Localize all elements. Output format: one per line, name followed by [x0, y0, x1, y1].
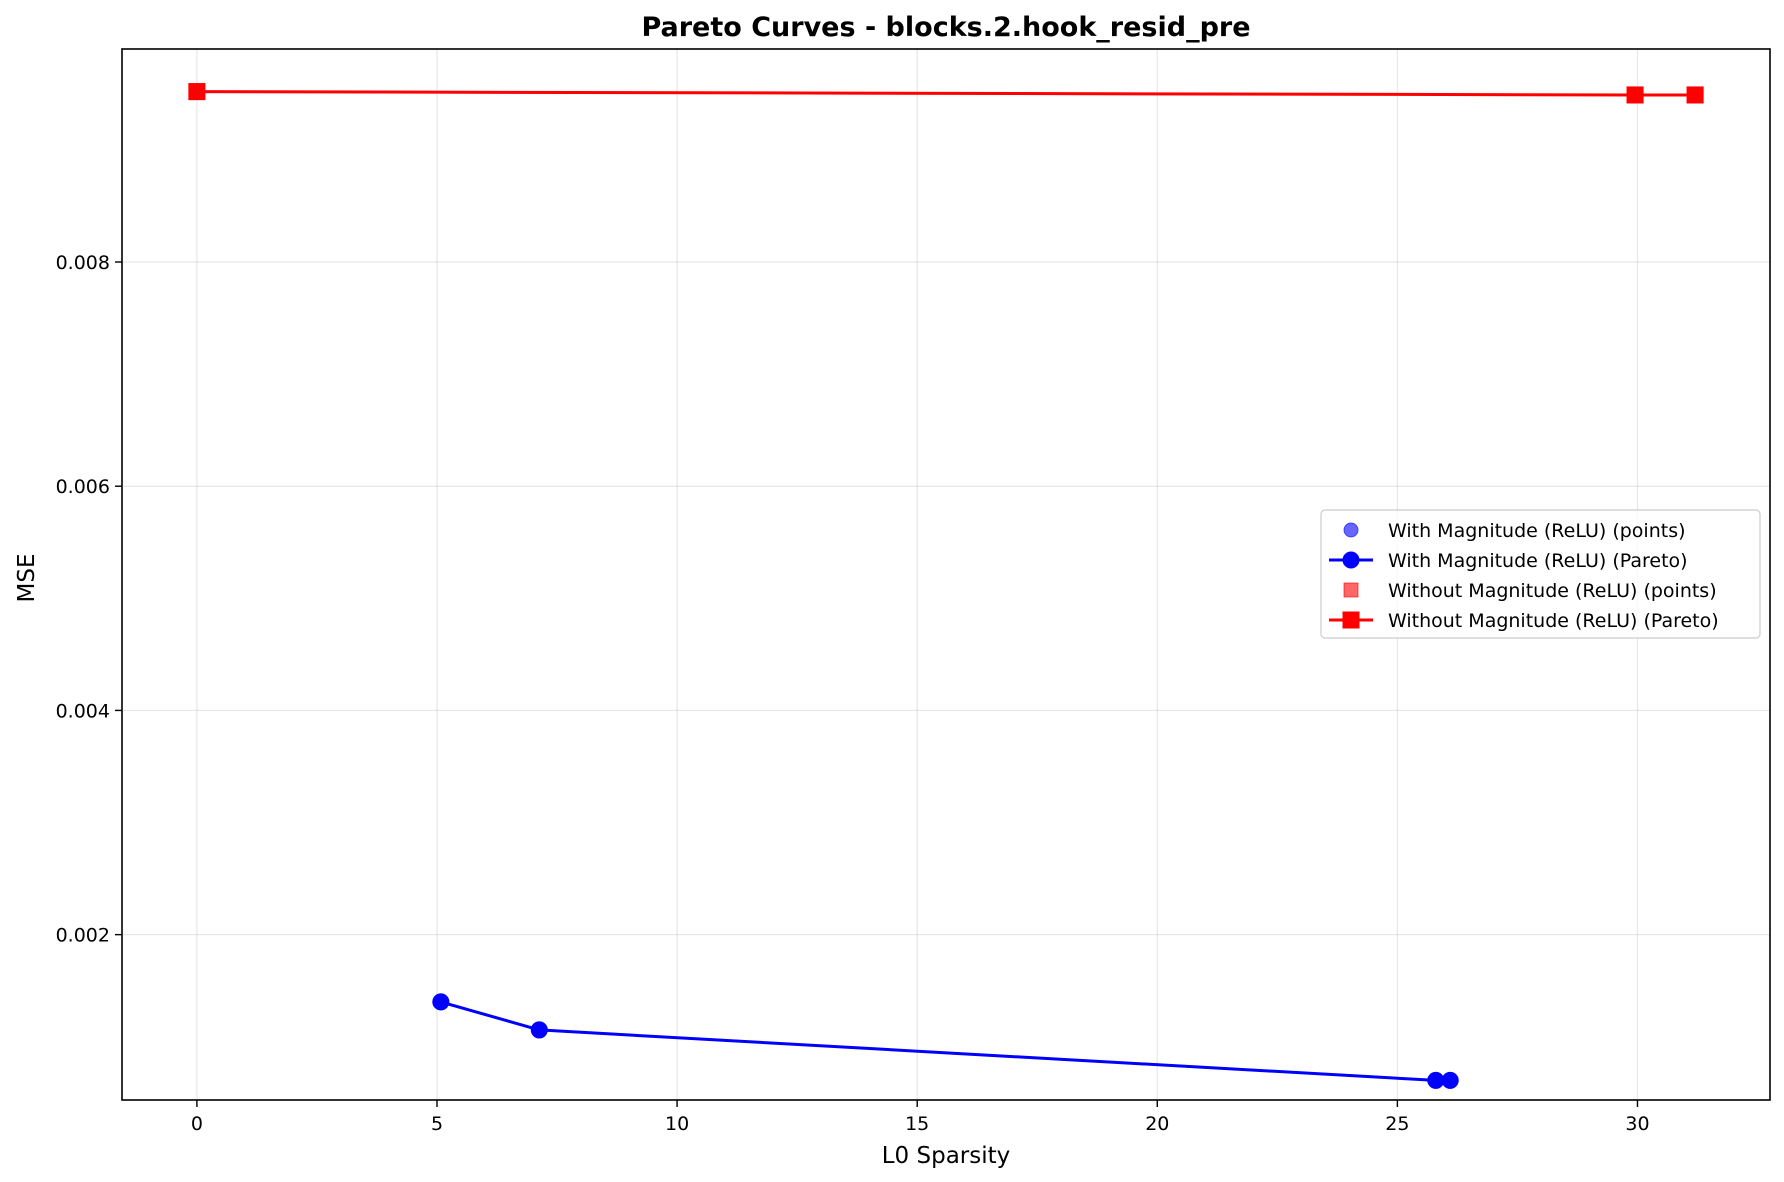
- y-tick-label: 0.008: [56, 252, 110, 274]
- legend-label: With Magnitude (ReLU) (Pareto): [1388, 550, 1688, 572]
- legend: With Magnitude (ReLU) (points) With Magni…: [1320, 509, 1761, 639]
- legend-label: Without Magnitude (ReLU) (Pareto): [1388, 610, 1719, 632]
- y-tick-label: 0.006: [56, 476, 110, 498]
- legend-box: [1320, 509, 1761, 639]
- legend-marker: [1342, 611, 1360, 629]
- x-tick-label: 15: [905, 1113, 929, 1135]
- legend-marker: [1342, 551, 1360, 569]
- y-tick-label: 0.002: [56, 925, 110, 947]
- grid: [122, 49, 1770, 1100]
- legend-marker: [1343, 582, 1359, 598]
- plot-frame: [121, 48, 1771, 1101]
- x-tick-label: 10: [665, 1113, 689, 1135]
- data-point-circle: [1441, 1071, 1459, 1089]
- x-tick-label: 25: [1385, 1113, 1409, 1135]
- data-point-square: [1686, 86, 1704, 104]
- x-tick-label: 0: [191, 1113, 203, 1135]
- x-tick-label: 5: [431, 1113, 443, 1135]
- series-3: [188, 83, 1704, 104]
- y-axis-ticks: 0.002 0.004 0.006 0.008: [56, 252, 122, 947]
- legend-label: Without Magnitude (ReLU) (points): [1388, 580, 1717, 602]
- legend-entry: Without Magnitude (ReLU) (points): [1343, 580, 1717, 602]
- data-point-square: [1626, 86, 1644, 104]
- data-point-circle: [432, 993, 450, 1011]
- chart-title: Pareto Curves - blocks.2.hook_resid_pre: [641, 12, 1250, 43]
- plot-series: [188, 83, 1704, 1089]
- data-point-circle: [1427, 1071, 1445, 1089]
- x-tick-label: 30: [1625, 1113, 1649, 1135]
- series-1: [432, 993, 1459, 1089]
- data-point-circle: [530, 1021, 548, 1039]
- y-axis-label: MSE: [14, 554, 40, 603]
- y-tick-label: 0.004: [56, 700, 110, 722]
- legend-entry: With Magnitude (ReLU) (Pareto): [1329, 550, 1688, 572]
- x-axis-label: L0 Sparsity: [882, 1143, 1011, 1169]
- legend-entry: With Magnitude (ReLU) (points): [1343, 520, 1686, 542]
- x-tick-label: 20: [1145, 1113, 1169, 1135]
- x-axis-ticks: 0 5 10 15 20 25 30: [191, 1100, 1650, 1135]
- legend-entry: Without Magnitude (ReLU) (Pareto): [1329, 610, 1719, 632]
- legend-label: With Magnitude (ReLU) (points): [1388, 520, 1686, 542]
- data-point-square: [188, 83, 206, 101]
- legend-marker: [1343, 522, 1359, 538]
